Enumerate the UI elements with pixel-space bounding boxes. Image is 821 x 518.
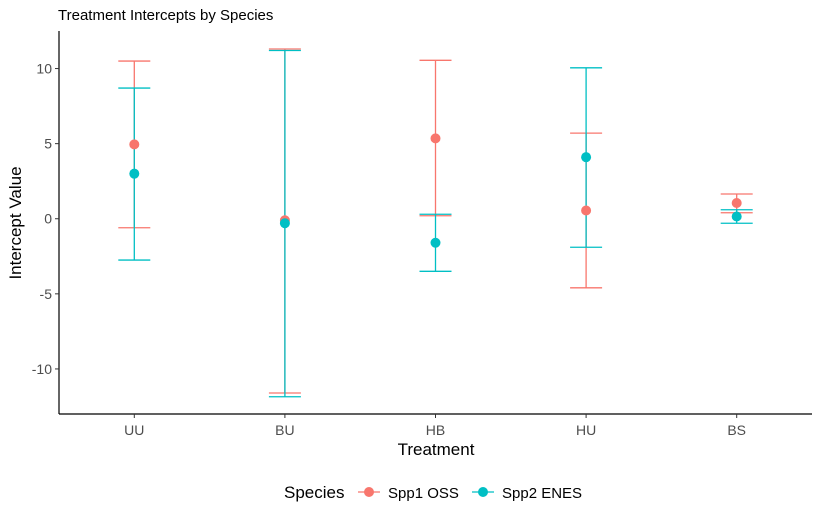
chart-title: Treatment Intercepts by Species: [58, 7, 273, 24]
y-tick-label: 10: [36, 61, 52, 77]
y-tick-label: -10: [32, 361, 52, 377]
legend-item-spp2: Spp2 ENES: [472, 485, 582, 502]
legend-title: Species: [284, 483, 344, 502]
series-1-point: [581, 205, 592, 216]
x-tick-label: HB: [426, 422, 445, 438]
series-2-point: [129, 168, 140, 179]
y-tick-label: -5: [40, 286, 53, 302]
legend-label-spp1: Spp1 OSS: [388, 485, 459, 502]
x-axis-label: Treatment: [398, 440, 475, 459]
series-2-point: [279, 218, 290, 229]
legend-label-spp2: Spp2 ENES: [502, 485, 582, 502]
plot-area: -10 -5 0 5 10 UU BU HB HU BS: [32, 31, 812, 438]
y-tick-label: 0: [44, 211, 52, 227]
x-tick-label: UU: [124, 422, 144, 438]
series-1-point: [430, 133, 441, 144]
legend-key-dot-spp2: [478, 487, 488, 497]
series-1-point: [731, 197, 742, 208]
y-tick-label: 5: [44, 136, 52, 152]
legend: Species Spp1 OSS Spp2 ENES: [284, 483, 582, 502]
x-tick-label: BU: [275, 422, 294, 438]
series-1-point: [129, 139, 140, 150]
legend-item-spp1: Spp1 OSS: [358, 485, 459, 502]
x-tick-label: HU: [576, 422, 596, 438]
x-tick-label: BS: [727, 422, 746, 438]
series-2-point: [430, 237, 441, 248]
legend-key-dot-spp1: [364, 487, 374, 497]
y-axis-label: Intercept Value: [6, 166, 25, 279]
series-2-point: [581, 152, 592, 163]
series-2-point: [731, 211, 742, 222]
